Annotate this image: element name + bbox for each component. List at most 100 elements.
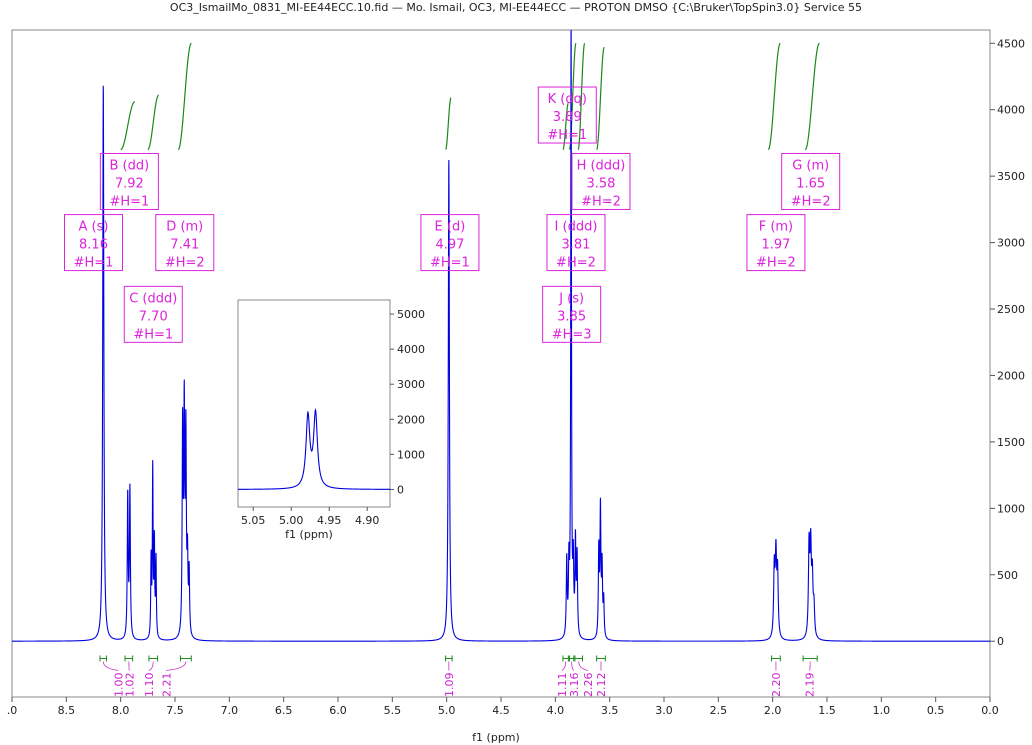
integral-leader (571, 661, 575, 671)
peak-label-box (64, 214, 123, 272)
peak-label-name: K (dq) (548, 92, 587, 107)
peak-label-name: A (s) (79, 220, 109, 235)
x-tick-label: 0.5 (927, 704, 945, 717)
x-tick-label: 8.0 (112, 704, 130, 717)
peak-label-shift: 3.81 (562, 238, 591, 253)
x-tick-label: 5.5 (384, 704, 402, 717)
peak-label-hcount: #H=1 (109, 194, 149, 209)
peak-label-hcount: #H=1 (74, 256, 114, 271)
x-tick-label: 4.0 (547, 704, 565, 717)
inset-y-tick-label: 3000 (397, 378, 425, 391)
inset-y-tick-label: 4000 (397, 343, 425, 356)
peak-label-name: H (ddd) (577, 158, 626, 173)
chart-title: OC3_IsmailMo_0831_MI-EE44ECC.10.fid — Mo… (169, 1, 863, 14)
integral-curve (767, 42, 781, 151)
peak-label-shift: 3.85 (557, 309, 586, 324)
integral-leader (561, 661, 567, 671)
x-axis-label: f1 (ppm) (472, 731, 520, 744)
plot-frame (11, 29, 991, 698)
peak-label: D (m) 7.41 #H=2 (155, 214, 215, 272)
peak-label: H (ddd) 3.58 #H=2 (571, 152, 631, 210)
x-tick-label: 5.0 (438, 704, 456, 717)
integral-value: 2.12 (595, 672, 608, 697)
y-tick-label: 2000 (997, 369, 1025, 382)
peak-label-name: I (ddd) (555, 220, 598, 235)
integral-value: 2.26 (582, 672, 595, 697)
inset-x-tick-label: 5.00 (279, 514, 304, 527)
peak-label-name: D (m) (166, 220, 203, 235)
x-tick-label: 8.5 (58, 704, 76, 717)
peak-label-shift: 8.16 (79, 238, 108, 253)
integral-curve (445, 97, 452, 151)
peak-label-hcount: #H=1 (133, 327, 173, 342)
peak-label-hcount: #H=2 (165, 256, 205, 271)
integral-leader (578, 661, 589, 671)
x-axis: .0 8.5 8.0 7.5 7.0 6.5 6.0 5.5 5.0 4.5 4.0 3.5 3.0 2.… (7, 697, 999, 717)
peak-label-hcount: #H=3 (552, 327, 592, 342)
integral-value: 1.10 (143, 672, 156, 697)
integral-value: 1.02 (123, 672, 136, 697)
inset-x-axis-label: f1 (ppm) (285, 528, 333, 541)
peak-label-shift: 3.89 (553, 110, 582, 125)
spectrum (12, 29, 990, 642)
integral-value: 3.16 (568, 672, 581, 697)
y-tick-label: 0 (997, 635, 1004, 648)
peak-label-name: G (m) (792, 158, 829, 173)
x-tick-label: 6.5 (275, 704, 293, 717)
x-tick-label: 0.0 (981, 704, 999, 717)
integral-curve (120, 101, 135, 151)
peak-label-shift: 4.97 (435, 238, 464, 253)
x-tick-label: 7.0 (221, 704, 239, 717)
x-tick-label: 3.0 (655, 704, 673, 717)
peak-label-name: C (ddd) (129, 291, 177, 306)
peak-label-shift: 7.41 (170, 238, 199, 253)
integral-value: 1.11 (556, 672, 569, 697)
x-tick-label: 1.0 (873, 704, 891, 717)
peak-label-hcount: #H=2 (556, 256, 596, 271)
spectrum-line (12, 29, 990, 642)
peak-label-box (781, 152, 841, 210)
peak-label-name: E (d) (435, 220, 466, 235)
peak-label-hcount: #H=2 (581, 194, 621, 209)
x-tick-label: 2.0 (764, 704, 782, 717)
inset-x-tick-label: 4.95 (317, 514, 342, 527)
peak-label: C (ddd) 7.70 #H=1 (123, 285, 183, 343)
plot-border (11, 29, 991, 698)
inset-y-tick-label: 1000 (397, 448, 425, 461)
integral-value: 1.09 (443, 672, 456, 697)
peak-label-name: J (s) (558, 291, 584, 306)
peak-label-hcount: #H=2 (791, 194, 831, 209)
y-axis: 4500 4000 3500 3000 2500 2000 1500 1000 500 0 (990, 37, 1025, 648)
integral-curve (577, 42, 586, 150)
peak-label-hcount: #H=1 (430, 256, 470, 271)
integral-curves (120, 42, 820, 151)
peak-label: F (m) 1.97 #H=2 (746, 214, 806, 272)
x-tick-label: 3.5 (601, 704, 619, 717)
integral-regions: 1.001.02 1.10 2.21 1.09 1.113.16 2.26 2.12 2.20… (99, 655, 818, 697)
x-tick-label: 4.5 (492, 704, 510, 717)
inset-x-tick-label: 4.90 (355, 514, 380, 527)
peak-label-box (537, 86, 597, 144)
peak-label: I (ddd) 3.81 #H=2 (546, 214, 606, 272)
peak-label: G (m) 1.65 #H=2 (781, 152, 841, 210)
integral-curve (596, 46, 605, 150)
y-tick-label: 2500 (997, 303, 1025, 316)
peak-label-box (155, 214, 215, 272)
peak-label: E (d) 4.97 #H=1 (420, 214, 480, 272)
y-tick-label: 1500 (997, 436, 1025, 449)
peak-label-hcount: #H=2 (756, 256, 796, 271)
peak-label-box (542, 285, 602, 343)
peak-label-hcount: #H=1 (547, 128, 587, 143)
integral-value: 2.21 (160, 672, 173, 697)
peak-label: J (s) 3.85 #H=3 (542, 285, 602, 343)
peak-label-box (123, 285, 183, 343)
integral-curve (562, 102, 569, 151)
y-tick-label: 1000 (997, 502, 1025, 515)
inset-y-tick-label: 0 (397, 483, 404, 496)
inset-y-tick-label: 2000 (397, 413, 425, 426)
integral-curve (804, 42, 820, 151)
integral-curve (177, 42, 192, 151)
y-tick-label: 3000 (997, 237, 1025, 250)
y-tick-label: 4000 (997, 104, 1025, 117)
